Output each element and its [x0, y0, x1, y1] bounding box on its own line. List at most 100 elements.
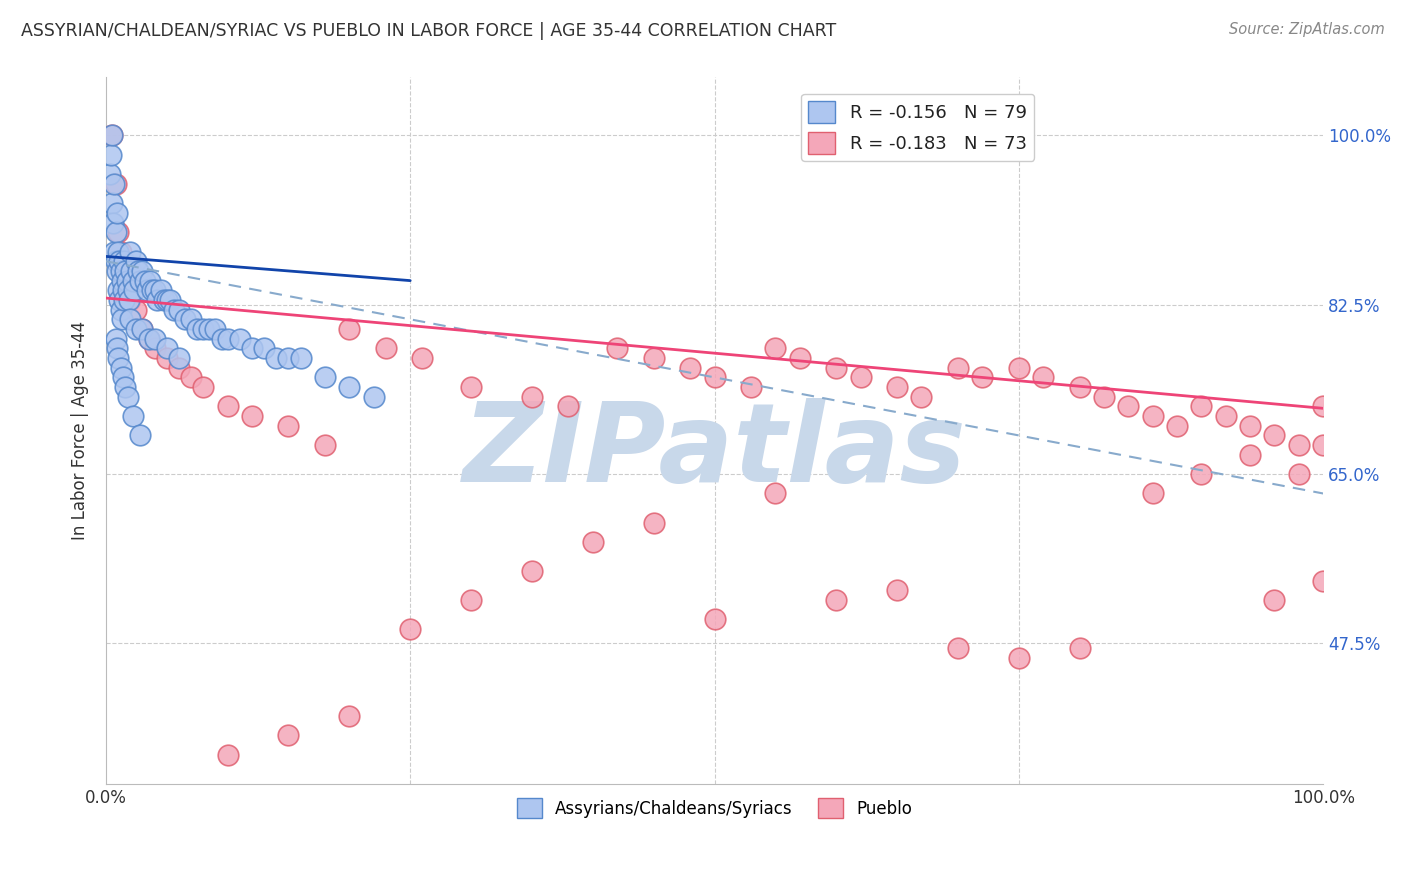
Point — [1215, 409, 1237, 423]
Point — [1312, 400, 1334, 414]
Point — [1008, 360, 1031, 375]
Point — [180, 312, 202, 326]
Point — [105, 342, 128, 356]
Point — [112, 254, 135, 268]
Point — [1092, 390, 1115, 404]
Point — [180, 370, 202, 384]
Point — [825, 360, 848, 375]
Point — [167, 360, 190, 375]
Point — [363, 390, 385, 404]
Point — [107, 351, 129, 365]
Point — [143, 283, 166, 297]
Point — [277, 728, 299, 742]
Point — [117, 283, 139, 297]
Point — [103, 177, 125, 191]
Point — [186, 322, 208, 336]
Point — [111, 274, 134, 288]
Point — [101, 128, 124, 143]
Point — [1189, 400, 1212, 414]
Point — [763, 486, 786, 500]
Point — [910, 390, 932, 404]
Point — [101, 128, 124, 143]
Point — [159, 293, 181, 307]
Point — [849, 370, 872, 384]
Point — [110, 264, 132, 278]
Point — [107, 283, 129, 297]
Point — [679, 360, 702, 375]
Point — [703, 370, 725, 384]
Point — [460, 593, 482, 607]
Point — [1142, 486, 1164, 500]
Text: ASSYRIAN/CHALDEAN/SYRIAC VS PUEBLO IN LABOR FORCE | AGE 35-44 CORRELATION CHART: ASSYRIAN/CHALDEAN/SYRIAC VS PUEBLO IN LA… — [21, 22, 837, 40]
Point — [112, 293, 135, 307]
Point — [1288, 467, 1310, 482]
Point — [277, 418, 299, 433]
Point — [115, 274, 138, 288]
Point — [174, 312, 197, 326]
Point — [520, 390, 543, 404]
Point — [121, 274, 143, 288]
Point — [374, 342, 396, 356]
Point — [104, 177, 127, 191]
Point — [98, 167, 121, 181]
Point — [108, 254, 131, 268]
Point — [217, 332, 239, 346]
Point — [1118, 400, 1140, 414]
Point — [118, 293, 141, 307]
Point — [125, 322, 148, 336]
Point — [520, 564, 543, 578]
Point — [167, 302, 190, 317]
Point — [337, 380, 360, 394]
Point — [740, 380, 762, 394]
Point — [314, 370, 336, 384]
Point — [110, 360, 132, 375]
Point — [111, 312, 134, 326]
Point — [131, 322, 153, 336]
Point — [204, 322, 226, 336]
Point — [1288, 438, 1310, 452]
Point — [114, 380, 136, 394]
Point — [138, 332, 160, 346]
Point — [229, 332, 252, 346]
Point — [1069, 641, 1091, 656]
Point — [129, 428, 152, 442]
Point — [114, 264, 136, 278]
Point — [104, 332, 127, 346]
Point — [1189, 467, 1212, 482]
Text: Source: ZipAtlas.com: Source: ZipAtlas.com — [1229, 22, 1385, 37]
Point — [972, 370, 994, 384]
Point — [131, 322, 153, 336]
Point — [121, 409, 143, 423]
Point — [117, 390, 139, 404]
Point — [606, 342, 628, 356]
Point — [643, 516, 665, 530]
Point — [337, 709, 360, 723]
Point — [211, 332, 233, 346]
Point — [141, 283, 163, 297]
Point — [104, 254, 127, 268]
Text: ZIPatlas: ZIPatlas — [463, 398, 966, 505]
Point — [138, 332, 160, 346]
Point — [1312, 574, 1334, 588]
Point — [108, 293, 131, 307]
Point — [120, 293, 142, 307]
Point — [156, 351, 179, 365]
Point — [1008, 651, 1031, 665]
Point — [110, 302, 132, 317]
Point — [582, 534, 605, 549]
Point — [557, 400, 579, 414]
Point — [103, 244, 125, 259]
Point — [156, 293, 179, 307]
Point — [460, 380, 482, 394]
Point — [1032, 370, 1054, 384]
Point — [110, 244, 132, 259]
Point — [127, 264, 149, 278]
Point — [217, 400, 239, 414]
Point — [1239, 418, 1261, 433]
Point — [1312, 438, 1334, 452]
Point — [103, 216, 125, 230]
Point — [1263, 428, 1285, 442]
Point — [198, 322, 221, 336]
Point — [886, 380, 908, 394]
Point — [136, 283, 159, 297]
